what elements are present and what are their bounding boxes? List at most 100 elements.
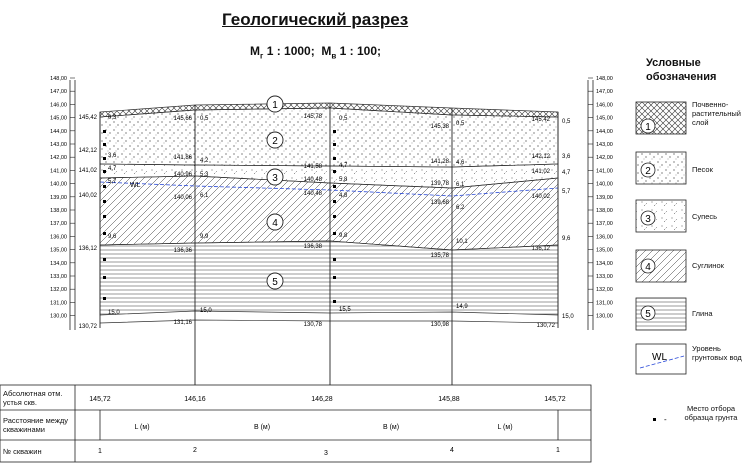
svg-text:140,06: 140,06 xyxy=(174,195,193,201)
svg-text:0,5: 0,5 xyxy=(456,121,465,127)
svg-text:9,6: 9,6 xyxy=(108,234,117,240)
right-scale-tick-label: 148,00 xyxy=(596,76,613,82)
right-scale-tick-label: 137,00 xyxy=(596,221,613,227)
svg-text:2: 2 xyxy=(645,166,651,177)
borehole-1-right-labels: 145,42 142,12 141,02 140,02 136,12 130,7… xyxy=(532,117,575,329)
svg-text:136,38: 136,38 xyxy=(304,244,323,250)
svg-text:145,38: 145,38 xyxy=(431,124,450,130)
svg-text:145,72: 145,72 xyxy=(544,396,566,403)
legend-label-groundwater: Уровень грунтовых вод xyxy=(692,344,742,362)
right-scale-tick-label: 145,00 xyxy=(596,116,613,122)
svg-text:140,96: 140,96 xyxy=(174,172,193,178)
svg-text:5,7: 5,7 xyxy=(108,179,117,185)
right-scale-tick-label: 130,00 xyxy=(596,314,613,320)
svg-text:130,72: 130,72 xyxy=(537,323,556,329)
left-scale-tick-label: 133,00 xyxy=(50,274,67,280)
layer-number-circles: 1 2 3 4 5 xyxy=(266,95,284,290)
svg-text:0,5: 0,5 xyxy=(562,119,571,125)
svg-text:4,7: 4,7 xyxy=(339,163,348,169)
borehole-1-labels: 145,42 142,12 141,02 140,02 136,12 130,7… xyxy=(79,115,121,330)
right-scale-tick-label: 136,00 xyxy=(596,234,613,240)
svg-text:145,78: 145,78 xyxy=(304,114,323,120)
left-scale-tick-label: 139,00 xyxy=(50,195,67,201)
svg-text:2: 2 xyxy=(272,136,278,147)
svg-text:0,5: 0,5 xyxy=(200,116,209,122)
table-row2-values: L (м) B (м) B (м) L (м) xyxy=(134,424,512,431)
left-scale-tick-label: 131,00 xyxy=(50,300,67,306)
svg-text:145,42: 145,42 xyxy=(532,117,551,123)
right-scale-tick-label: 147,00 xyxy=(596,89,613,95)
svg-text:6,1: 6,1 xyxy=(456,182,465,188)
table-row3-label: № скважин xyxy=(3,447,42,456)
table-row1-label: Абсолютная отм. устья скв. xyxy=(3,389,63,407)
left-scale-tick-label: 135,00 xyxy=(50,248,67,254)
svg-text:145,42: 145,42 xyxy=(79,115,98,121)
svg-text:1: 1 xyxy=(272,100,278,111)
left-elevation-scale: 148,00 147,00 146,00 145,00 144,00 143,00 142,… xyxy=(50,76,75,320)
right-scale-tick-label: 140,00 xyxy=(596,182,613,188)
svg-text:6,2: 6,2 xyxy=(456,205,465,211)
svg-text:5: 5 xyxy=(645,309,651,320)
right-scale-tick-label: 143,00 xyxy=(596,142,613,148)
left-scale-tick-label: 141,00 xyxy=(50,168,67,174)
svg-text:5,3: 5,3 xyxy=(200,172,209,178)
table-row1-values: 145,72 146,16 146,28 145,88 145,72 xyxy=(89,396,566,403)
table-row3-values: 1 2 3 4 1 xyxy=(98,447,560,457)
svg-text:4: 4 xyxy=(272,218,278,229)
borehole-3-labels: 145,78 141,58 140,48 140,48 136,38 130,7… xyxy=(304,114,352,328)
svg-text:135,78: 135,78 xyxy=(431,253,450,259)
svg-text:140,02: 140,02 xyxy=(79,193,98,199)
svg-text:4,2: 4,2 xyxy=(200,158,209,164)
svg-text:15,5: 15,5 xyxy=(339,307,351,313)
left-scale-tick-label: 140,00 xyxy=(50,182,67,188)
svg-text:15,0: 15,0 xyxy=(562,314,574,320)
svg-text:1: 1 xyxy=(556,447,560,454)
svg-text:15,0: 15,0 xyxy=(108,310,120,316)
legend-label-sample: Место отбора образца грунта xyxy=(684,404,738,422)
svg-text:L (м): L (м) xyxy=(134,424,149,431)
legend-label-sandy-loam: Супесь xyxy=(692,212,718,221)
svg-text:0,3: 0,3 xyxy=(108,115,117,121)
right-scale-tick-label: 141,00 xyxy=(596,168,613,174)
svg-text:3: 3 xyxy=(645,214,651,225)
borehole-2-labels: 145,66 141,86 140,96 140,06 136,36 131,1… xyxy=(174,116,213,326)
table-row2-label: Расстояние между скважинами xyxy=(3,416,68,434)
svg-text:9,6: 9,6 xyxy=(562,236,571,242)
legend-title: Условные обозначения xyxy=(646,57,717,83)
left-scale-tick-label: 134,00 xyxy=(50,261,67,267)
svg-text:140,48: 140,48 xyxy=(304,191,323,197)
right-scale-tick-label: 133,00 xyxy=(596,274,613,280)
svg-text:4,7: 4,7 xyxy=(108,166,117,172)
svg-text:4,7: 4,7 xyxy=(562,170,571,176)
svg-text:9,9: 9,9 xyxy=(200,234,209,240)
svg-text:3: 3 xyxy=(324,450,328,457)
svg-text:B (м): B (м) xyxy=(383,424,399,431)
left-scale-tick-label: 142,00 xyxy=(50,155,67,161)
svg-text:1: 1 xyxy=(645,122,651,133)
svg-text:139,78: 139,78 xyxy=(431,181,450,187)
svg-text:141,02: 141,02 xyxy=(532,169,551,175)
svg-text:0,5: 0,5 xyxy=(339,116,348,122)
boreholes xyxy=(99,103,559,385)
layer-clay xyxy=(99,240,559,316)
left-scale-tick-label: 132,00 xyxy=(50,287,67,293)
wl-label: WL xyxy=(130,182,141,189)
section-bottom-line xyxy=(99,319,559,324)
right-elevation-scale: 148,00 147,00 146,00 145,00 144,00 143,00 142,… xyxy=(588,76,613,320)
right-scale-tick-label: 146,00 xyxy=(596,102,613,108)
svg-text:131,16: 131,16 xyxy=(174,320,193,326)
legend-number-circles: 1 2 3 4 5 xyxy=(640,118,656,321)
svg-text:139,68: 139,68 xyxy=(431,200,450,206)
svg-text:145,72: 145,72 xyxy=(89,396,111,403)
svg-text:140,02: 140,02 xyxy=(532,194,551,200)
svg-text:146,28: 146,28 xyxy=(311,396,333,403)
svg-text:145,88: 145,88 xyxy=(438,396,460,403)
left-scale-tick-label: 143,00 xyxy=(50,142,67,148)
right-scale-tick-label: 134,00 xyxy=(596,261,613,267)
left-scale-tick-label: 147,00 xyxy=(50,89,67,95)
svg-text:4,8: 4,8 xyxy=(339,193,348,199)
svg-text:136,12: 136,12 xyxy=(532,246,551,252)
svg-text:3: 3 xyxy=(272,173,278,184)
left-scale-tick-label: 130,00 xyxy=(50,314,67,320)
